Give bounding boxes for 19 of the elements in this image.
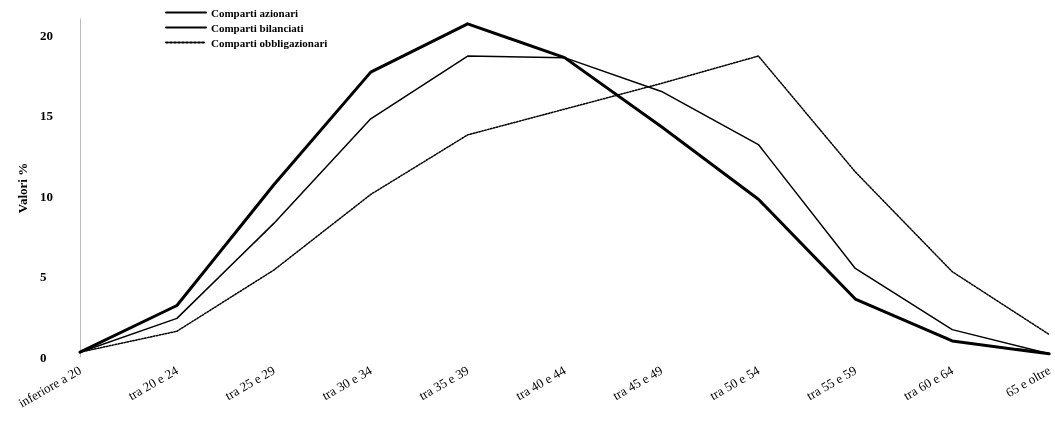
x-tick-label: tra 45 e 49: [609, 362, 666, 404]
x-tick-label: tra 60 e 64: [900, 362, 957, 404]
legend-label: Comparti azionari: [211, 6, 299, 19]
x-tick-label: tra 50 e 54: [706, 362, 763, 404]
y-tick-label: 10: [40, 188, 53, 204]
x-tick-label: tra 25 e 29: [222, 362, 278, 404]
y-axis-title: Valori %: [15, 162, 31, 214]
y-tick-label: 20: [40, 27, 53, 43]
x-tick-label: tra 35 e 39: [416, 362, 472, 404]
y-tick-label: 15: [40, 108, 54, 124]
x-tick-label: tra 30 e 34: [319, 362, 375, 404]
x-tick-label: tra 40 e 44: [513, 362, 569, 404]
x-tick-label: 65 e oltre: [1002, 362, 1054, 401]
x-tick-label: tra 20 e 24: [125, 362, 182, 404]
y-tick-label: 5: [40, 269, 47, 285]
legend-label: Comparti obbligazionari: [211, 36, 328, 49]
legend-label: Comparti bilanciati: [211, 21, 304, 34]
y-tick-label: 0: [40, 349, 47, 365]
x-tick-label: tra 55 e 59: [803, 362, 860, 404]
